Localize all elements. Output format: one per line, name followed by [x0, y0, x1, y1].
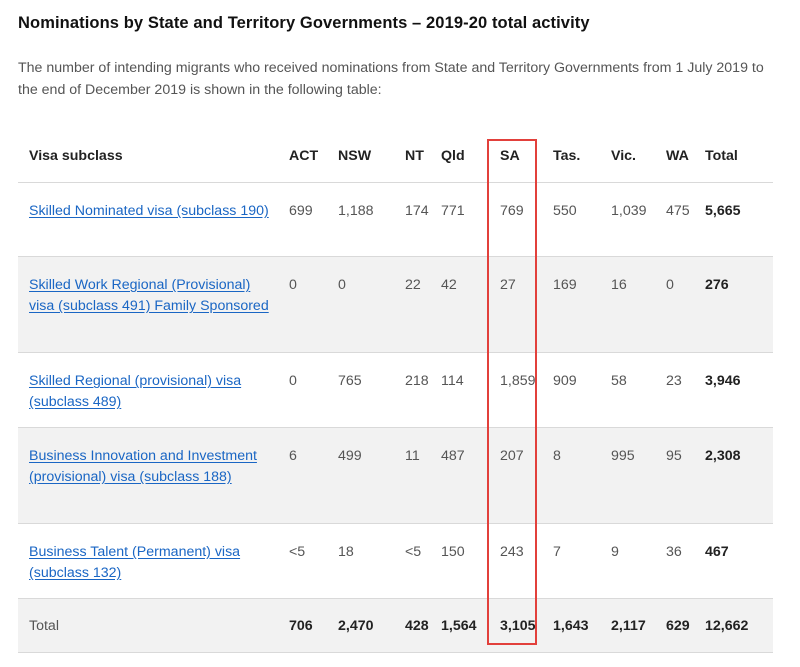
column-header: Vic.	[607, 129, 662, 183]
table-cell: 42	[437, 256, 491, 353]
total-cell: 428	[401, 598, 437, 653]
table-cell: 995	[607, 427, 662, 524]
table-cell: 11	[401, 427, 437, 524]
total-cell: 2,470	[334, 598, 401, 653]
table-cell: 475	[662, 182, 701, 257]
table-cell: 16	[607, 256, 662, 353]
visa-link[interactable]: Business Talent (Permanent) visa (subcla…	[29, 544, 241, 581]
table-cell: 36	[662, 523, 701, 599]
table-cell: 769	[491, 182, 549, 257]
table-cell: 174	[401, 182, 437, 257]
column-header: Tas.	[549, 129, 607, 183]
table-cell: 771	[437, 182, 491, 257]
table-row: Skilled Nominated visa (subclass 190) 69…	[18, 182, 773, 257]
page-title: Nominations by State and Territory Gover…	[18, 14, 590, 32]
table-cell: 8	[549, 427, 607, 524]
table-cell: 765	[334, 352, 401, 428]
table-cell: 58	[607, 352, 662, 428]
table-cell: 1,039	[607, 182, 662, 257]
table-cell: 218	[401, 352, 437, 428]
visa-link[interactable]: Skilled Regional (provisional) visa (sub…	[29, 373, 242, 410]
column-header: NT	[401, 129, 437, 183]
nominations-table: Visa subclass ACT NSW NT Qld SA Tas. Vic…	[18, 129, 773, 653]
table-cell: 150	[437, 523, 491, 599]
row-total-cell: 5,665	[701, 182, 773, 257]
total-cell: 629	[662, 598, 701, 653]
table-cell: 7	[549, 523, 607, 599]
total-cell: 12,662	[701, 598, 773, 653]
row-total-cell: 2,308	[701, 427, 773, 524]
table-cell: 0	[285, 256, 334, 353]
table-cell: 9	[607, 523, 662, 599]
visa-link[interactable]: Skilled Nominated visa (subclass 190)	[29, 203, 269, 219]
total-cell: 2,117	[607, 598, 662, 653]
column-header: NSW	[334, 129, 401, 183]
total-cell: 706	[285, 598, 334, 653]
row-total-cell: 3,946	[701, 352, 773, 428]
table-header-row: Visa subclass ACT NSW NT Qld SA Tas. Vic…	[18, 129, 773, 183]
table-cell: 487	[437, 427, 491, 524]
table-cell: 0	[662, 256, 701, 353]
total-cell: 3,105	[491, 598, 549, 653]
table-row: Skilled Work Regional (Provisional) visa…	[18, 256, 773, 353]
table-cell: 27	[491, 256, 549, 353]
table-cell: 1,188	[334, 182, 401, 257]
visa-link[interactable]: Skilled Work Regional (Provisional) visa…	[29, 277, 269, 314]
table-cell: 169	[549, 256, 607, 353]
column-header: Total	[701, 129, 773, 183]
row-total-cell: 276	[701, 256, 773, 353]
column-header: ACT	[285, 129, 334, 183]
table-cell: 243	[491, 523, 549, 599]
table-cell: 6	[285, 427, 334, 524]
table-cell: 22	[401, 256, 437, 353]
column-header: SA	[491, 129, 549, 183]
table-cell: 909	[549, 352, 607, 428]
table-cell: 499	[334, 427, 401, 524]
table-cell: 699	[285, 182, 334, 257]
table-cell: 1,859	[491, 352, 549, 428]
table-row: Business Talent (Permanent) visa (subcla…	[18, 523, 773, 599]
column-header: Qld	[437, 129, 491, 183]
total-label: Total	[18, 598, 285, 653]
table-cell: <5	[285, 523, 334, 599]
table-cell: 0	[334, 256, 401, 353]
table-cell: 114	[437, 352, 491, 428]
visa-link[interactable]: Business Innovation and Investment (prov…	[29, 448, 257, 485]
table-cell: 95	[662, 427, 701, 524]
row-total-cell: 467	[701, 523, 773, 599]
table-cell: <5	[401, 523, 437, 599]
intro-paragraph: The number of intending migrants who rec…	[18, 60, 764, 98]
table-cell: 0	[285, 352, 334, 428]
column-header: WA	[662, 129, 701, 183]
table-row: Business Innovation and Investment (prov…	[18, 427, 773, 524]
table-row: Skilled Regional (provisional) visa (sub…	[18, 352, 773, 428]
column-header: Visa subclass	[18, 129, 285, 183]
total-cell: 1,564	[437, 598, 491, 653]
table-cell: 23	[662, 352, 701, 428]
table-cell: 207	[491, 427, 549, 524]
total-cell: 1,643	[549, 598, 607, 653]
table-cell: 18	[334, 523, 401, 599]
table-total-row: Total 706 2,470 428 1,564 3,105 1,643 2,…	[18, 598, 773, 653]
table-cell: 550	[549, 182, 607, 257]
